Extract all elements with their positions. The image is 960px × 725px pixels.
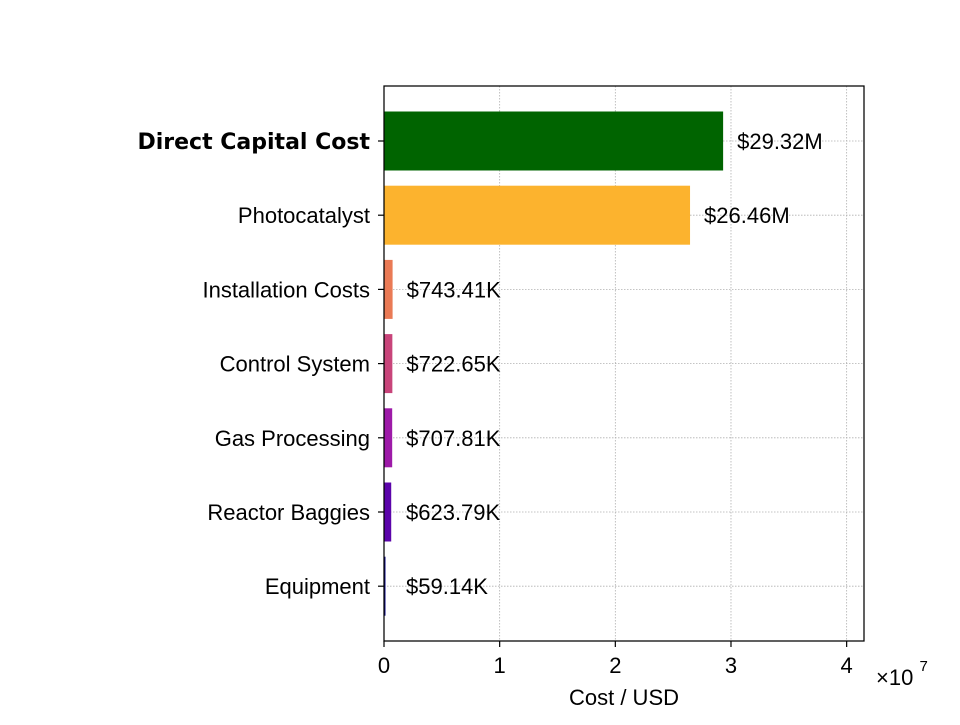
value-labels: $29.32M $26.46M $743.41K $722.65K $707.81K $6… (406, 129, 823, 599)
value-label: $722.65K (406, 352, 501, 377)
category-label: Photocatalyst (238, 203, 370, 228)
x-tick-label: 3 (725, 653, 737, 678)
category-label: Equipment (265, 574, 370, 599)
bar-control-system (384, 334, 393, 394)
x-tick-label: 1 (494, 653, 506, 678)
value-label: $623.79K (406, 500, 501, 525)
grid-lines (384, 86, 864, 641)
value-label: $707.81K (406, 426, 501, 451)
x-tick-labels: 0 1 2 3 4 (378, 641, 853, 678)
bar-installation-costs (384, 259, 393, 319)
category-label: Gas Processing (215, 426, 370, 451)
x-axis-title: Cost / USD (569, 685, 679, 710)
category-label: Control System (220, 352, 370, 377)
bar-gas-processing (384, 408, 393, 468)
category-label: Direct Capital Cost (137, 130, 370, 155)
value-label: $26.46M (704, 203, 790, 228)
bars (384, 111, 724, 616)
value-label: $59.14K (406, 574, 488, 599)
bar-equipment (384, 556, 386, 616)
x-scale-exponent: 7 (919, 658, 927, 675)
bar-reactor-baggies (384, 482, 392, 542)
category-label: Reactor Baggies (207, 500, 370, 525)
x-tick-label: 2 (609, 653, 621, 678)
category-label: Installation Costs (202, 277, 370, 302)
plot-frame (383, 85, 865, 642)
x-scale-label: ×10 7 (876, 658, 928, 690)
bar-photocatalyst (384, 185, 691, 245)
x-scale-base: ×10 (876, 665, 913, 690)
value-label: $29.32M (737, 129, 823, 154)
category-labels: Direct Capital Cost Photocatalyst Installa… (137, 130, 384, 599)
x-tick-label: 0 (378, 653, 390, 678)
bar-direct-capital-cost (384, 111, 724, 171)
value-label: $743.41K (407, 277, 502, 302)
x-tick-label: 4 (841, 653, 853, 678)
